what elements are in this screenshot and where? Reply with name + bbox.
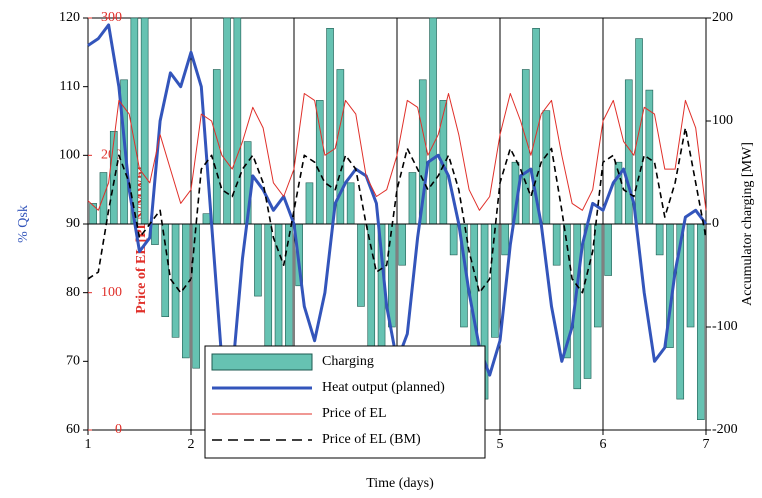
y-tick-label: 100 xyxy=(59,148,80,163)
bar xyxy=(583,223,592,379)
bar xyxy=(655,223,664,256)
legend-label: Charging xyxy=(322,354,374,369)
bar xyxy=(171,223,180,338)
x-tick-label: 5 xyxy=(497,437,504,452)
bar xyxy=(254,223,262,297)
bar xyxy=(182,223,190,359)
legend-swatch xyxy=(211,353,313,371)
bar xyxy=(357,223,365,307)
bar xyxy=(192,223,200,369)
x-axis-title: Time (days) xyxy=(366,476,434,491)
y-axis-title: % Qsk xyxy=(16,205,31,243)
bar xyxy=(501,223,509,256)
bar xyxy=(264,223,273,348)
bar xyxy=(552,223,561,266)
y3-tick-label: 0 xyxy=(115,422,122,437)
bar xyxy=(346,182,355,225)
bar xyxy=(326,27,334,225)
bar xyxy=(388,223,396,328)
legend-label: Price of EL xyxy=(322,406,387,421)
y2-axis-title: Accumulator charging [MW] xyxy=(740,142,755,306)
y-tick-label: 80 xyxy=(66,285,80,300)
bar xyxy=(398,223,406,266)
y-tick-label: 60 xyxy=(66,422,80,437)
legend-label: Price of EL (BM) xyxy=(322,432,421,447)
y3-tick-label: 300 xyxy=(101,10,122,25)
bar xyxy=(202,213,211,225)
line xyxy=(87,127,707,294)
y-tick-label: 120 xyxy=(59,10,80,25)
bar xyxy=(161,223,170,317)
bar xyxy=(697,223,705,420)
bar xyxy=(429,17,437,225)
y2-tick-label: 100 xyxy=(712,113,733,128)
legend-label: Heat output (planned) xyxy=(322,380,445,395)
bar xyxy=(408,172,417,225)
bar xyxy=(367,223,376,359)
y2-tick-label: 200 xyxy=(712,10,733,25)
y-tick-label: 70 xyxy=(66,354,80,369)
x-tick-label: 6 xyxy=(600,437,607,452)
bar xyxy=(686,223,695,328)
bar xyxy=(315,100,324,225)
y2-tick-label: -100 xyxy=(712,319,738,334)
bar xyxy=(542,110,551,225)
bar xyxy=(89,203,97,225)
bar xyxy=(594,223,602,328)
y3-tick-label: 100 xyxy=(101,285,122,300)
y2-tick-label: 0 xyxy=(712,216,719,231)
legend: Charging Heat output (planned) Price of EL… xyxy=(204,345,486,459)
bar xyxy=(151,223,159,245)
bar xyxy=(449,223,458,256)
bar xyxy=(604,223,612,276)
bar xyxy=(305,182,314,225)
bar xyxy=(491,223,499,338)
x-tick-label: 7 xyxy=(703,437,710,452)
bar xyxy=(233,17,242,225)
x-tick-label: 1 xyxy=(85,437,92,452)
line xyxy=(87,93,707,211)
x-tick-label: 2 xyxy=(188,437,195,452)
y2-tick-label: -200 xyxy=(712,422,738,437)
bar xyxy=(140,17,149,225)
bar xyxy=(99,172,108,225)
y-tick-label: 110 xyxy=(60,79,80,94)
y-tick-label: 90 xyxy=(66,216,80,231)
bar xyxy=(285,223,293,348)
